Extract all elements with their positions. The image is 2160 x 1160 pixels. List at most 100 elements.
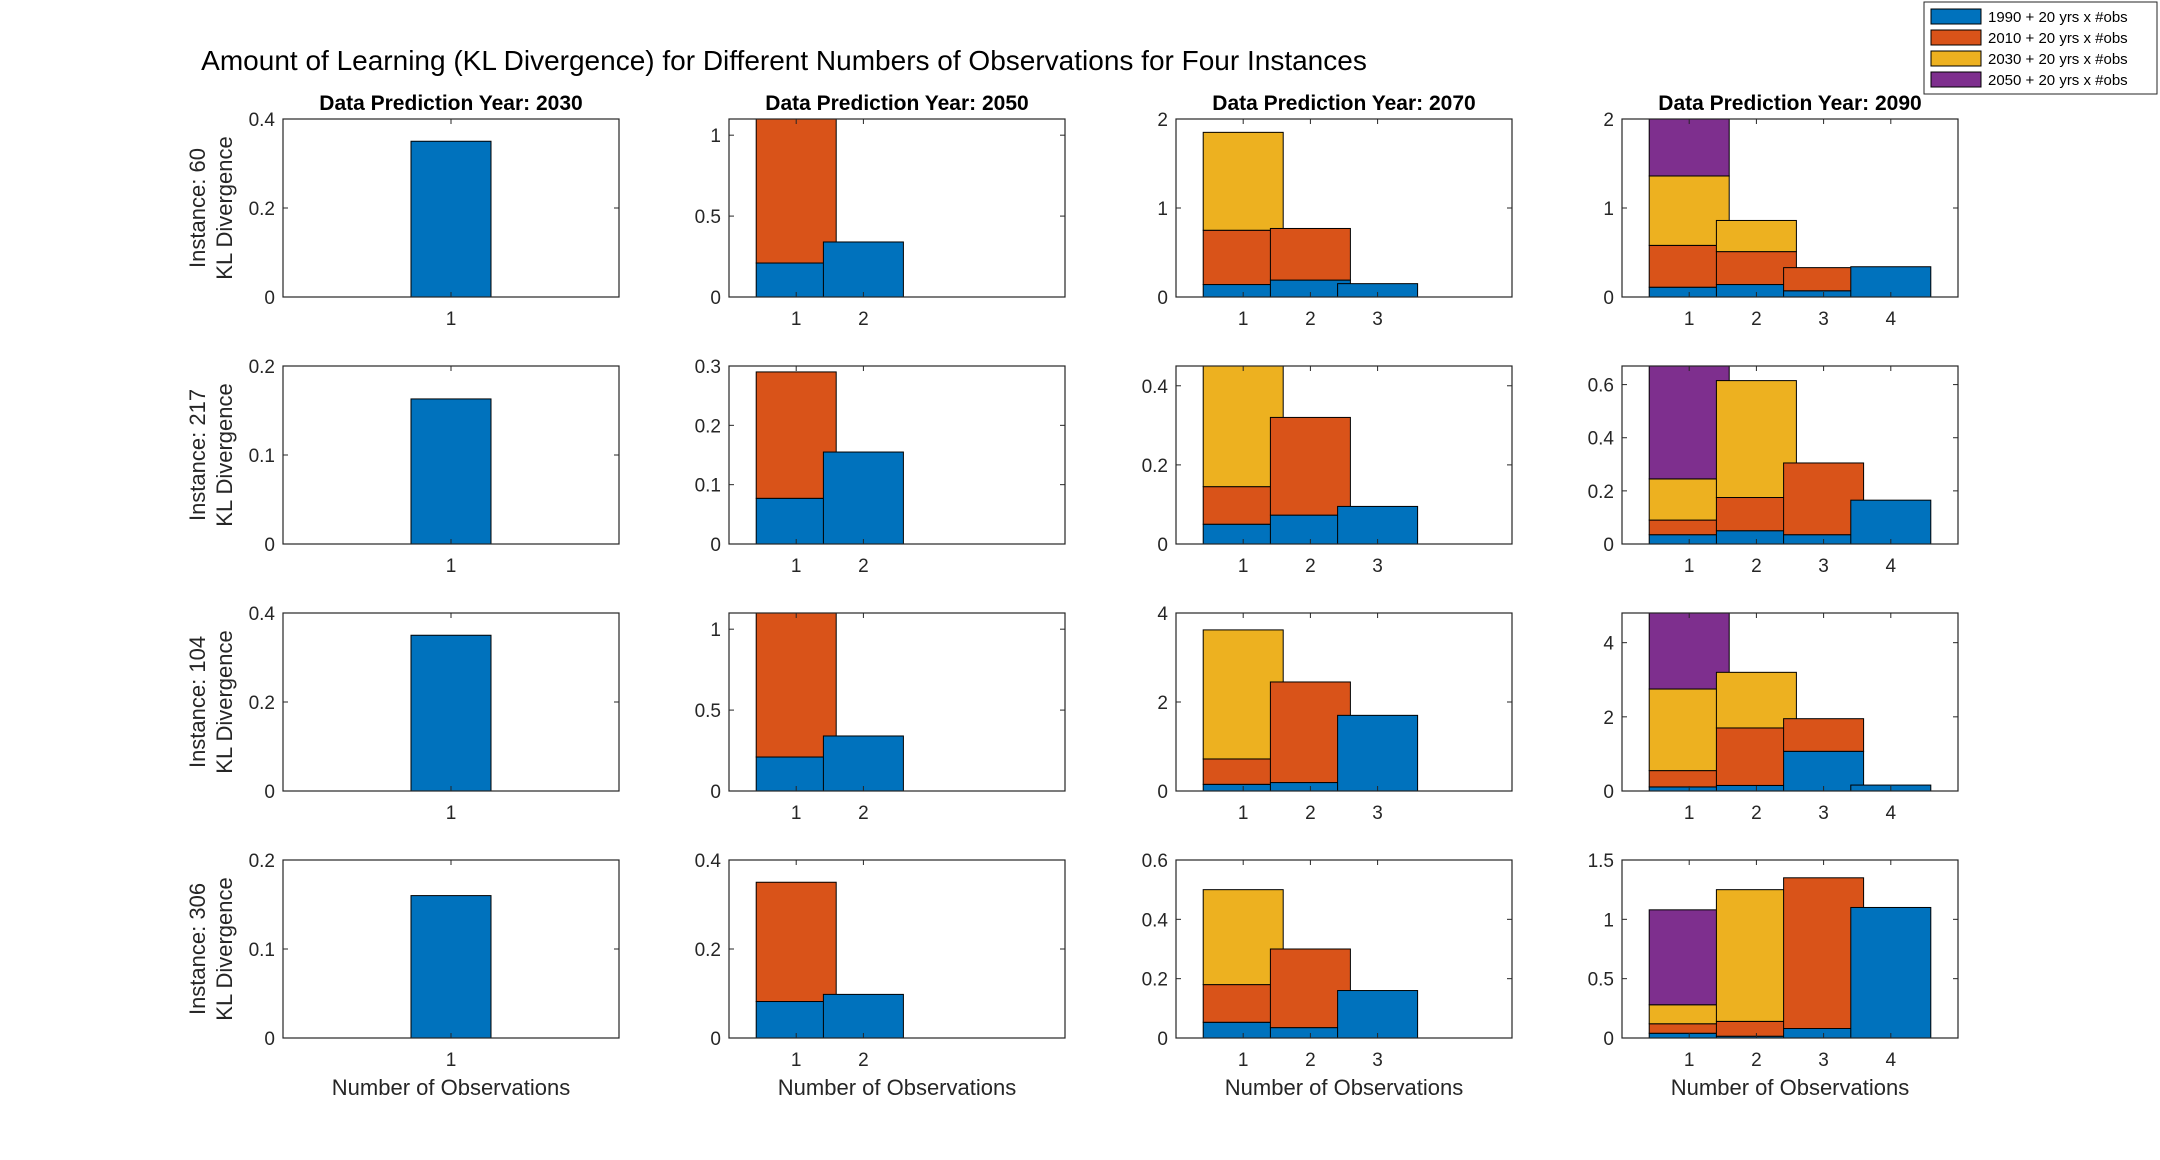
x-tick-label: 1 xyxy=(1238,556,1249,577)
bar-segment-4-1 xyxy=(1850,906,1932,1039)
x-tick-label: 2 xyxy=(1751,309,1762,330)
subplot-r3-c3: 0 2 4 1 2 3 xyxy=(1157,604,1513,824)
bar-segment-1-2 xyxy=(1202,229,1284,286)
y-tick-label: 0 xyxy=(264,1029,275,1050)
y-tick-label: 1 xyxy=(1157,199,1168,220)
y-tick-label: 0.1 xyxy=(695,476,721,497)
column-title: Data Prediction Year: 2090 xyxy=(1658,92,1921,115)
bar-segment-2-3 xyxy=(1715,671,1797,729)
x-tick-label: 3 xyxy=(1372,309,1383,330)
legend-label: 1990 + 20 yrs x #obs xyxy=(1988,9,2128,26)
y-axis-label: KL Divergence xyxy=(212,877,237,1020)
x-tick-label: 2 xyxy=(858,1050,869,1071)
legend-label: 2030 + 20 yrs x #obs xyxy=(1988,51,2128,68)
y-tick-label: 1 xyxy=(710,620,721,641)
x-axis-label: Number of Observations xyxy=(1225,1075,1463,1100)
subplot-r3-c4: 0 2 4 1 2 3 4 xyxy=(1603,612,1959,824)
bar-segment-1-3 xyxy=(1202,365,1284,488)
y-tick-label: 0 xyxy=(1157,535,1168,556)
x-tick-label: 1 xyxy=(446,556,457,577)
row-label: Instance: 217 xyxy=(185,389,210,521)
y-tick-label: 0.2 xyxy=(249,851,275,872)
bar-segment-1-1 xyxy=(410,895,492,1039)
subplot-r4-c2: 0 0.2 0.4 1 2 Number of Observations xyxy=(695,851,1066,1100)
y-tick-label: 0.4 xyxy=(1142,910,1169,931)
axes-box xyxy=(1621,859,1959,1039)
y-tick-label: 4 xyxy=(1603,634,1614,655)
x-tick-label: 2 xyxy=(1751,1050,1762,1071)
subplot-r4-c4: 0 0.5 1 1.5 1 2 3 4 Number of Observations xyxy=(1588,851,1959,1100)
y-tick-label: 0.4 xyxy=(249,110,276,131)
x-tick-label: 1 xyxy=(1684,803,1695,824)
x-tick-label: 1 xyxy=(791,309,802,330)
bar-segment-1-4 xyxy=(1648,909,1730,1006)
x-tick-label: 2 xyxy=(1751,556,1762,577)
y-tick-label: 0 xyxy=(710,535,721,556)
bar-segment-3-1 xyxy=(1337,505,1419,545)
x-tick-label: 4 xyxy=(1886,1050,1897,1071)
axes-box xyxy=(1175,859,1513,1039)
x-tick-label: 1 xyxy=(1238,1050,1249,1071)
subplot-r2-c4: 0 0.2 0.4 0.6 1 2 3 4 xyxy=(1588,365,1959,577)
x-tick-label: 4 xyxy=(1886,556,1897,577)
column-title: Data Prediction Year: 2030 xyxy=(319,92,582,115)
bar-segment-1-3 xyxy=(1648,688,1730,772)
y-tick-label: 0.2 xyxy=(1142,456,1168,477)
y-tick-label: 0 xyxy=(710,782,721,803)
bar-segment-1-3 xyxy=(1648,478,1730,521)
y-tick-label: 0 xyxy=(710,288,721,309)
bar-segment-2-1 xyxy=(822,451,904,545)
y-tick-label: 4 xyxy=(1157,604,1168,625)
y-tick-label: 0.2 xyxy=(695,940,721,961)
y-tick-label: 0.1 xyxy=(249,940,275,961)
x-tick-label: 2 xyxy=(1305,803,1316,824)
x-tick-label: 1 xyxy=(1684,556,1695,577)
x-axis-label: Number of Observations xyxy=(332,1075,570,1100)
x-tick-label: 2 xyxy=(1305,556,1316,577)
axes-box xyxy=(1621,612,1959,792)
y-axis-label: KL Divergence xyxy=(212,630,237,773)
bar-segment-2-3 xyxy=(1715,219,1797,253)
y-axis-label: KL Divergence xyxy=(212,383,237,526)
x-tick-label: 1 xyxy=(1238,803,1249,824)
subplot-r4-c1: 0 0.1 0.2 1 Number of Observations Instance: … xyxy=(185,851,620,1100)
x-tick-label: 3 xyxy=(1818,803,1829,824)
y-tick-label: 0.4 xyxy=(249,604,276,625)
x-tick-label: 2 xyxy=(858,309,869,330)
bar-segment-1-4 xyxy=(1648,365,1730,480)
y-axis-label: KL Divergence xyxy=(212,136,237,279)
y-tick-label: 0.4 xyxy=(1142,377,1169,398)
bar-segment-2-1 xyxy=(822,241,904,298)
bar-segment-1-1 xyxy=(410,398,492,545)
subplot-r1-c2: 0 0.5 1 1 2 Data Prediction Year: 2050 xyxy=(695,92,1066,330)
bar-segment-2-2 xyxy=(1715,251,1797,286)
y-tick-label: 0 xyxy=(1157,288,1168,309)
y-tick-label: 2 xyxy=(1157,693,1168,714)
x-tick-label: 2 xyxy=(1751,803,1762,824)
x-tick-label: 3 xyxy=(1818,309,1829,330)
y-tick-label: 0.2 xyxy=(1142,970,1168,991)
y-tick-label: 0.6 xyxy=(1142,851,1168,872)
bar-segment-3-1 xyxy=(1337,714,1419,792)
x-tick-label: 4 xyxy=(1886,803,1897,824)
x-tick-label: 3 xyxy=(1372,803,1383,824)
bar-segment-1-4 xyxy=(1648,612,1730,690)
y-tick-label: 0.4 xyxy=(1588,429,1615,450)
y-tick-label: 0 xyxy=(1603,1029,1614,1050)
row-label: Instance: 306 xyxy=(185,883,210,1015)
x-tick-label: 2 xyxy=(858,556,869,577)
legend-label: 2050 + 20 yrs x #obs xyxy=(1988,72,2128,89)
y-tick-label: 0.6 xyxy=(1588,376,1614,397)
bar-segment-3-2 xyxy=(1783,877,1865,1030)
column-title: Data Prediction Year: 2050 xyxy=(765,92,1028,115)
subplot-r3-c1: 0 0.2 0.4 1 Instance: 104 KL Divergence xyxy=(185,604,620,824)
bar-segment-2-2 xyxy=(1269,416,1351,516)
figure-title: Amount of Learning (KL Divergence) for D… xyxy=(201,45,1367,76)
x-tick-label: 3 xyxy=(1372,1050,1383,1071)
x-tick-label: 1 xyxy=(446,1050,457,1071)
y-tick-label: 0 xyxy=(264,535,275,556)
y-tick-label: 0.2 xyxy=(249,199,275,220)
y-tick-label: 2 xyxy=(1603,708,1614,729)
y-tick-label: 2 xyxy=(1603,110,1614,131)
